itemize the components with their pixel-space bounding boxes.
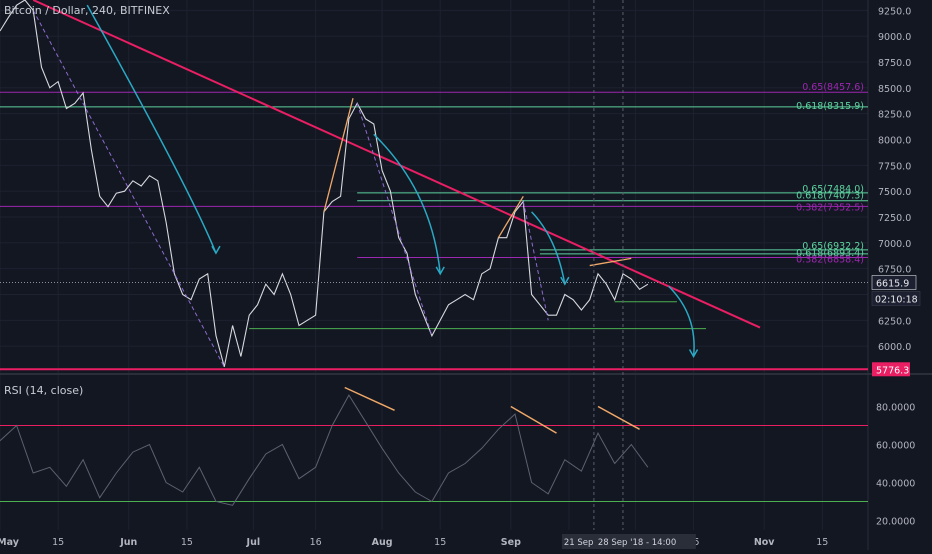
- rsi-divergence-line: [597, 405, 640, 430]
- price-tick-label: 8000.0: [878, 136, 911, 147]
- arrow-head-icon: [560, 276, 570, 286]
- rsi-title: RSI (14, close): [4, 384, 84, 397]
- projection-arrow: [668, 285, 695, 357]
- divergence-line: [323, 98, 354, 212]
- arrow-head-icon: [211, 245, 221, 255]
- divergence-line: [497, 195, 524, 239]
- fib-label: 0.65(6932.2): [802, 241, 864, 252]
- price-tick-label: 7750.0: [878, 161, 911, 172]
- countdown-label: 02:10:18: [875, 295, 918, 306]
- projection-arrow: [86, 4, 217, 254]
- support-price-badge: [872, 362, 910, 377]
- time-tick-label: 15: [181, 537, 193, 548]
- time-tick-label: May: [0, 537, 20, 548]
- axes: 80.0000 60.0000 40.0000 20.0000 9250.0 9000.0…: [0, 6, 921, 549]
- price-tick-label: 9250.0: [878, 6, 911, 17]
- time-tick-label: 15: [816, 537, 828, 548]
- arrow-head-icon: [435, 266, 445, 276]
- price-tick-label: 8250.0: [878, 110, 911, 121]
- rsi-tick-label: 60.0000: [876, 441, 915, 452]
- fib-label: 0.65(7484.0): [802, 184, 864, 195]
- price-tick-label: 8500.0: [878, 84, 911, 95]
- time-tick-label: Sep: [501, 537, 521, 548]
- time-tick-label: Jun: [119, 537, 137, 548]
- fib-label: 0.382(6858.4): [796, 254, 864, 265]
- price-tick-label: 7250.0: [878, 213, 911, 224]
- fib-label: 0.618(6893.4): [796, 248, 864, 259]
- rsi-tick-label: 20.0000: [876, 517, 915, 528]
- countdown-badge: [871, 291, 921, 306]
- time-tick-label: Jul: [246, 537, 261, 548]
- cursor-label-bg: [561, 534, 696, 549]
- price-tick-label: 6000.0: [878, 342, 911, 353]
- fib-label: 0.618(8315.9): [796, 101, 864, 112]
- decline-guide: [356, 103, 433, 336]
- price-tick-label: 7500.0: [878, 187, 911, 198]
- price-tick-label: 7000.0: [878, 239, 911, 250]
- rsi-divergence-line: [344, 386, 395, 411]
- price-tick-label: 9000.0: [878, 32, 911, 43]
- price-tick-label: 8750.0: [878, 58, 911, 69]
- arrow-head-icon: [688, 349, 699, 359]
- rsi-tick-label: 80.0000: [876, 403, 915, 414]
- time-tick-label: 15: [434, 537, 446, 548]
- trendlines: [0, 0, 868, 371]
- support-price-label: 5776.3: [876, 365, 909, 376]
- last-price-label: 6615.9: [876, 279, 909, 290]
- time-tick-label: 16: [310, 537, 322, 548]
- fib-levels: 0.65(8457.6)0.618(8315.9)0.65(7484.0)0.6…: [0, 82, 868, 330]
- time-tick-label: Nov: [754, 537, 775, 548]
- descending-resistance: [32, 0, 761, 329]
- rsi-line: [0, 394, 649, 506]
- fib-label: 0.618(7407.3): [796, 191, 864, 202]
- rsi-tick-label: 40.0000: [876, 479, 915, 490]
- time-tick-label: Aug: [372, 537, 393, 548]
- fib-label: 0.382(7352.5): [796, 202, 864, 213]
- price-tick-label: 6750.0: [878, 265, 911, 276]
- fib-label: 0.65(8457.6): [802, 82, 864, 93]
- annotations: [0, 0, 868, 530]
- rsi-divergence-line: [510, 405, 557, 434]
- symbol-title: Bitcoin / Dollar, 240, BITFINEX: [4, 4, 170, 17]
- price-tick-label: 6250.0: [878, 316, 911, 327]
- rsi-pane: [0, 386, 868, 506]
- divergence-line: [589, 257, 632, 267]
- decline-guide: [32, 10, 225, 368]
- cursor-label-end: 28 Sep '18 - 14:00: [598, 538, 676, 548]
- decline-guide: [522, 201, 549, 321]
- time-tick-label: 15: [52, 537, 64, 548]
- projection-arrow: [531, 211, 566, 285]
- projection-arrow: [373, 133, 441, 274]
- cursor-label-start: 21 Sep: [564, 538, 594, 548]
- last-price-badge: [871, 275, 917, 290]
